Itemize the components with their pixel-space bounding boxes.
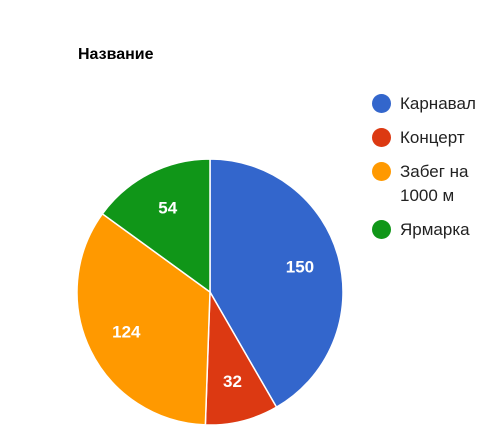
legend-label: Карнавал	[400, 94, 476, 113]
legend-label: Забег на 1000 м	[400, 162, 469, 205]
legend-item: Ярмарка	[372, 218, 492, 242]
legend-swatch	[372, 162, 391, 181]
pie-slice	[101, 158, 211, 294]
data-label: 32	[223, 372, 242, 391]
legend-label: Ярмарка	[400, 220, 470, 239]
legend-item: Карнавал	[372, 92, 492, 116]
data-label: 54	[158, 199, 177, 218]
legend-item: Забег на 1000 м	[372, 160, 492, 208]
legend-item: Концерт	[372, 126, 492, 150]
data-label: 150	[286, 257, 314, 276]
legend: Карнавал Концерт Забег на 1000 м Ярмарка	[372, 92, 492, 252]
legend-swatch	[372, 128, 391, 147]
data-label: 124	[112, 322, 141, 341]
chart-title: Название	[78, 46, 154, 63]
legend-swatch	[372, 94, 391, 113]
pie-slice	[76, 212, 211, 426]
legend-label: Концерт	[400, 128, 465, 147]
pie-slice	[209, 158, 344, 409]
legend-swatch	[372, 220, 391, 239]
